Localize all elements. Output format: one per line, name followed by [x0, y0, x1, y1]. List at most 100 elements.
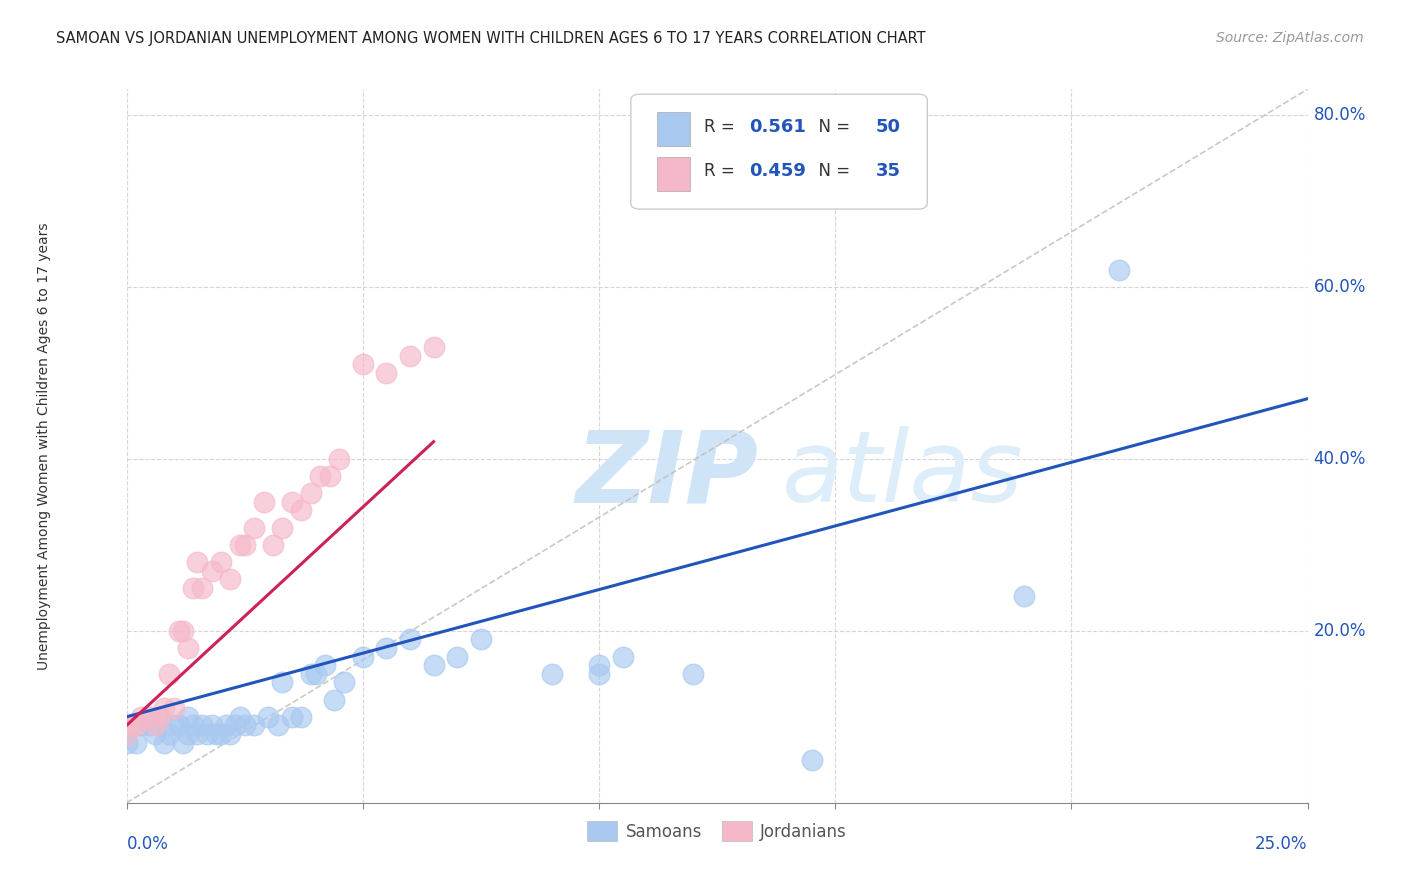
FancyBboxPatch shape [657, 157, 690, 191]
Point [1108, 262, 1130, 277]
Point [149, 710, 172, 724]
Point [323, 692, 346, 706]
Point [157, 666, 180, 681]
Text: 0.459: 0.459 [749, 162, 806, 180]
Point [153, 701, 176, 715]
Text: SAMOAN VS JORDANIAN UNEMPLOYMENT AMONG WOMEN WITH CHILDREN AGES 6 TO 17 YEARS CO: SAMOAN VS JORDANIAN UNEMPLOYMENT AMONG W… [56, 31, 927, 46]
Point [205, 727, 228, 741]
Point [290, 710, 312, 724]
Point [257, 710, 280, 724]
Point [167, 624, 190, 638]
Point [139, 710, 162, 724]
Point [252, 495, 274, 509]
Text: Unemployment Among Women with Children Ages 6 to 17 years: Unemployment Among Women with Children A… [37, 222, 51, 670]
Text: 0.561: 0.561 [749, 118, 806, 136]
Point [195, 727, 218, 741]
Point [262, 538, 284, 552]
Text: N =: N = [808, 118, 855, 136]
Point [163, 718, 186, 732]
Text: 20.0%: 20.0% [1313, 622, 1367, 640]
Text: ZIP: ZIP [575, 426, 758, 523]
Point [177, 727, 200, 741]
Point [129, 718, 152, 732]
Point [157, 727, 180, 741]
Point [233, 538, 256, 552]
Point [139, 718, 162, 732]
Point [375, 366, 398, 380]
Point [446, 649, 468, 664]
Point [181, 581, 204, 595]
Point [588, 658, 610, 673]
Point [1012, 590, 1035, 604]
Point [186, 727, 208, 741]
Point [612, 649, 634, 664]
Point [243, 718, 266, 732]
Point [399, 349, 422, 363]
Point [125, 718, 148, 732]
Point [219, 727, 242, 741]
Point [540, 666, 562, 681]
Point [215, 718, 238, 732]
Point [125, 736, 148, 750]
Point [299, 666, 322, 681]
Point [177, 710, 200, 724]
Point [219, 572, 242, 586]
Point [314, 658, 336, 673]
Point [153, 736, 176, 750]
Point [143, 718, 166, 732]
Point [229, 710, 252, 724]
Point [682, 666, 704, 681]
Point [281, 710, 304, 724]
Point [281, 495, 304, 509]
Text: 50: 50 [876, 118, 900, 136]
Text: 35: 35 [876, 162, 900, 180]
Point [209, 727, 232, 741]
Point [399, 632, 422, 647]
Text: R =: R = [704, 162, 740, 180]
Point [200, 718, 222, 732]
Point [271, 521, 294, 535]
Point [172, 736, 194, 750]
Point [129, 710, 152, 724]
Point [352, 649, 374, 664]
Point [143, 727, 166, 741]
Point [309, 469, 332, 483]
Point [267, 718, 290, 732]
Point [233, 718, 256, 732]
Text: 25.0%: 25.0% [1256, 835, 1308, 853]
Point [318, 469, 340, 483]
Point [375, 641, 398, 656]
FancyBboxPatch shape [631, 95, 928, 209]
Point [333, 675, 356, 690]
Point [120, 718, 142, 732]
Point [422, 658, 444, 673]
Text: atlas: atlas [782, 426, 1024, 523]
Point [149, 710, 172, 724]
Point [229, 538, 252, 552]
Text: Source: ZipAtlas.com: Source: ZipAtlas.com [1216, 31, 1364, 45]
Point [588, 666, 610, 681]
Point [224, 718, 246, 732]
Point [304, 666, 326, 681]
Text: 40.0%: 40.0% [1313, 450, 1365, 468]
FancyBboxPatch shape [657, 112, 690, 146]
Point [191, 718, 214, 732]
Point [186, 555, 208, 569]
Point [115, 736, 138, 750]
Point [328, 451, 350, 466]
Point [191, 581, 214, 595]
Text: 0.0%: 0.0% [127, 835, 169, 853]
Legend: Samoans, Jordanians: Samoans, Jordanians [581, 814, 853, 848]
Point [200, 564, 222, 578]
Point [172, 624, 194, 638]
Point [163, 701, 186, 715]
Point [271, 675, 294, 690]
Point [209, 555, 232, 569]
Text: N =: N = [808, 162, 855, 180]
Point [299, 486, 322, 500]
Text: R =: R = [704, 118, 740, 136]
Point [290, 503, 312, 517]
Point [470, 632, 492, 647]
Point [167, 718, 190, 732]
Point [243, 521, 266, 535]
